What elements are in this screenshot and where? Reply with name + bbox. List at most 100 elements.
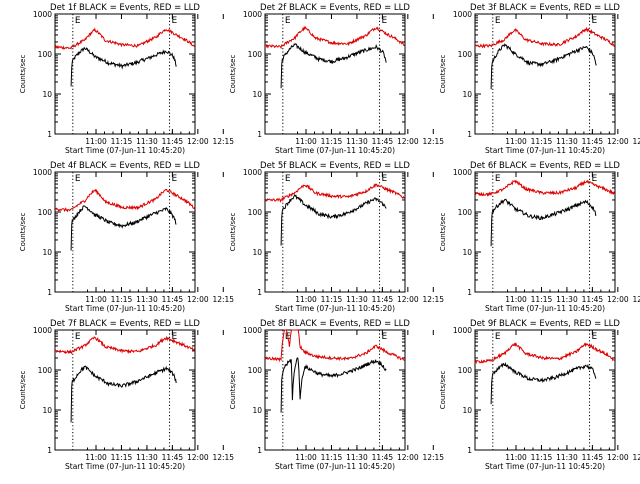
plot-frame [54,13,196,135]
x-tick-label: 12:15 [212,137,234,146]
y-tick-label: 1000 [243,10,262,19]
x-axis-label: Start Time (07-Jun-11 10:45:20) [275,462,395,471]
detector-panel: Det 7f BLACK = Events, RED = LLD 1 10 100 10… [19,319,234,471]
x-tick-label: 11:00 [295,453,317,462]
lld-series-line [54,27,195,50]
x-axis-label: Start Time (07-Jun-11 10:45:20) [485,304,605,313]
plot-frame [474,329,616,451]
y-tick-label: 1 [257,446,262,455]
y-axis-label: Counts/sec [229,213,237,252]
plot-frame [54,171,196,293]
event-marker-label: E [592,16,598,26]
y-axis-label: Counts/sec [439,55,447,94]
y-axis-label: Counts/sec [19,213,27,252]
y-tick-label: 100 [38,50,53,59]
x-tick-label: 11:00 [505,453,527,462]
event-marker-label: E [172,16,178,26]
events-series-line [490,198,597,247]
event-marker-label: E [75,332,81,342]
x-tick-label: 11:45 [372,295,394,304]
x-tick-label: 11:00 [85,137,107,146]
plot-frame [264,13,406,135]
x-tick-label: 11:30 [136,137,158,146]
events-series-line [70,365,177,423]
x-tick-label: 12:15 [422,295,444,304]
y-axis-label: Counts/sec [229,55,237,94]
y-tick-label: 1000 [453,168,472,177]
panel-title: Det 4f BLACK = Events, RED = LLD [50,161,200,171]
y-tick-label: 10 [462,248,472,257]
detector-panel: Det 4f BLACK = Events, RED = LLD 1 10 100 10… [19,161,234,313]
plot-frame [264,329,406,451]
detector-panel: Det 1f BLACK = Events, RED = LLD 1 10 100 10… [19,3,234,155]
y-tick-label: 100 [248,50,263,59]
x-tick-label: 11:45 [162,137,184,146]
x-tick-label: 12:15 [632,137,640,146]
y-tick-label: 1000 [33,168,52,177]
y-tick-label: 1000 [243,326,262,335]
y-tick-label: 10 [252,406,262,415]
y-tick-label: 100 [248,366,263,375]
events-series-line [490,43,597,90]
x-axis-label: Start Time (07-Jun-11 10:45:20) [275,304,395,313]
lld-series-line [474,179,616,197]
panel-title: Det 3f BLACK = Events, RED = LLD [470,3,620,13]
y-tick-label: 10 [462,90,472,99]
event-marker-label: E [495,174,501,184]
events-series-line [280,194,387,246]
x-tick-label: 12:00 [187,453,209,462]
y-tick-label: 10 [252,248,262,257]
plot-frame [474,171,616,293]
event-marker-label: E [382,332,388,342]
x-tick-label: 12:00 [607,295,629,304]
x-tick-label: 12:15 [632,295,640,304]
x-tick-label: 12:00 [397,137,419,146]
event-marker-label: E [172,174,178,184]
y-tick-label: 1 [467,130,472,139]
y-tick-label: 10 [42,248,52,257]
x-tick-label: 11:15 [321,295,343,304]
event-marker-label: E [495,332,501,342]
y-tick-label: 10 [42,406,52,415]
event-marker-label: E [382,174,388,184]
x-axis-label: Start Time (07-Jun-11 10:45:20) [65,146,185,155]
x-tick-label: 11:30 [346,137,368,146]
x-tick-label: 12:00 [187,295,209,304]
y-tick-label: 100 [458,50,473,59]
lld-series-line [474,26,616,49]
x-tick-label: 11:30 [556,453,578,462]
y-tick-label: 100 [458,366,473,375]
y-tick-label: 1000 [33,326,52,335]
x-tick-label: 11:45 [582,137,604,146]
events-series-line [280,43,387,89]
x-tick-label: 12:15 [212,295,234,304]
x-tick-label: 11:45 [162,295,184,304]
x-tick-label: 12:00 [187,137,209,146]
y-tick-label: 100 [458,208,473,217]
events-series-line [490,361,597,405]
y-tick-label: 1 [47,446,52,455]
y-axis-label: Counts/sec [229,371,237,410]
y-tick-label: 1000 [453,10,472,19]
y-axis-label: Counts/sec [439,213,447,252]
plot-frame [54,329,196,451]
x-tick-label: 12:00 [397,295,419,304]
y-tick-label: 1 [257,130,262,139]
events-series-line [280,357,387,413]
x-tick-label: 11:30 [556,137,578,146]
x-axis-label: Start Time (07-Jun-11 10:45:20) [65,304,185,313]
event-marker-label: E [382,16,388,26]
y-tick-label: 1 [467,288,472,297]
x-tick-label: 11:45 [582,295,604,304]
detector-panel: Det 5f BLACK = Events, RED = LLD 1 10 100 10… [229,161,444,313]
y-tick-label: 100 [38,208,53,217]
y-tick-label: 1000 [453,326,472,335]
events-series-line [70,205,177,251]
y-tick-label: 10 [42,90,52,99]
x-tick-label: 11:30 [136,295,158,304]
x-tick-label: 11:15 [531,137,553,146]
plot-frame [474,13,616,135]
x-tick-label: 12:00 [607,453,629,462]
x-tick-label: 11:00 [505,137,527,146]
